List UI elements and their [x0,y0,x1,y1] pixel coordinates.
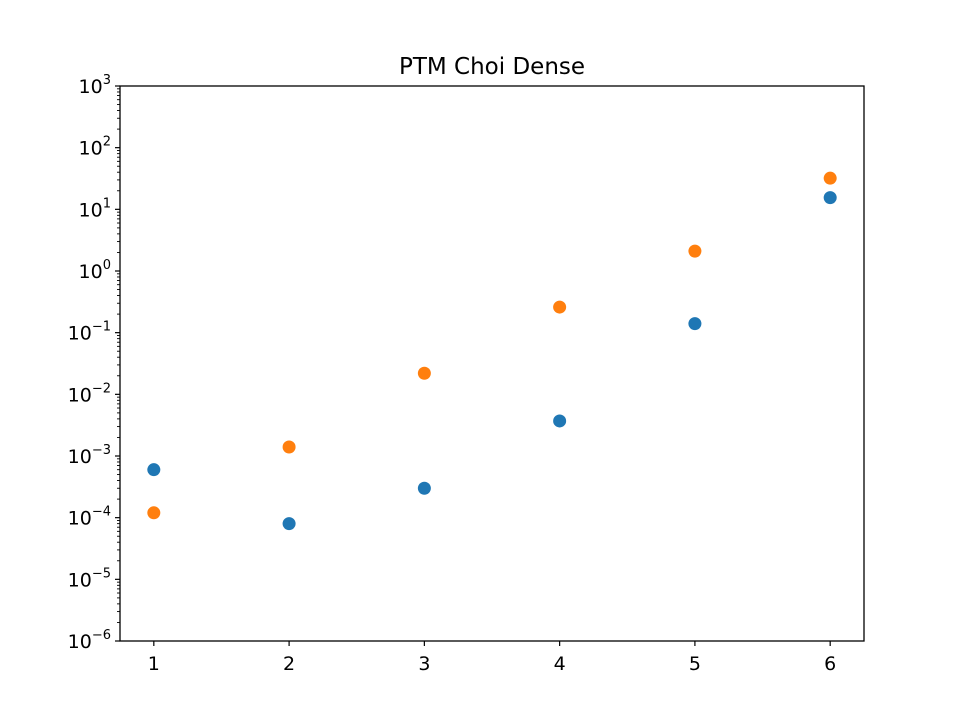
x-tick-label: 5 [689,653,701,675]
series-1-point [823,191,837,205]
x-tick-label: 3 [418,653,430,675]
series-1-point [688,317,702,331]
series-2-point [282,440,296,454]
x-tick-label: 2 [283,653,295,675]
series-2-point [417,366,431,380]
y-tick-label: 103 [79,73,111,98]
y-tick-label: 10−4 [68,505,111,530]
y-tick-label: 10−1 [68,320,111,345]
y-tick-label: 10−2 [68,381,111,406]
series-1-point [417,481,431,495]
x-tick-label: 6 [824,653,836,675]
series-1-point [553,414,567,428]
y-tick-label: 100 [79,258,111,283]
x-axis: 1 2 3 4 5 6 [148,641,836,675]
y-tick-label: 102 [79,135,111,160]
chart-title: PTM Choi Dense [399,54,585,80]
series-1-point [282,517,296,531]
series-2-point [553,300,567,314]
y-tick-label: 10−3 [68,443,111,468]
series-2-point [823,171,837,185]
y-tick-label: 10−6 [68,628,111,653]
plot-frame [119,85,865,642]
series-2-point [688,244,702,258]
series-2-point [147,506,161,520]
y-axis: 10−6 10−5 10−4 10−3 10−2 10−1 100 101 102 103 [68,73,120,653]
x-tick-label: 4 [554,653,566,675]
y-tick-label: 101 [79,196,111,221]
x-tick-label: 1 [148,653,160,675]
data-points [147,171,837,531]
y-tick-label: 10−5 [68,566,111,591]
series-1-point [147,463,161,477]
